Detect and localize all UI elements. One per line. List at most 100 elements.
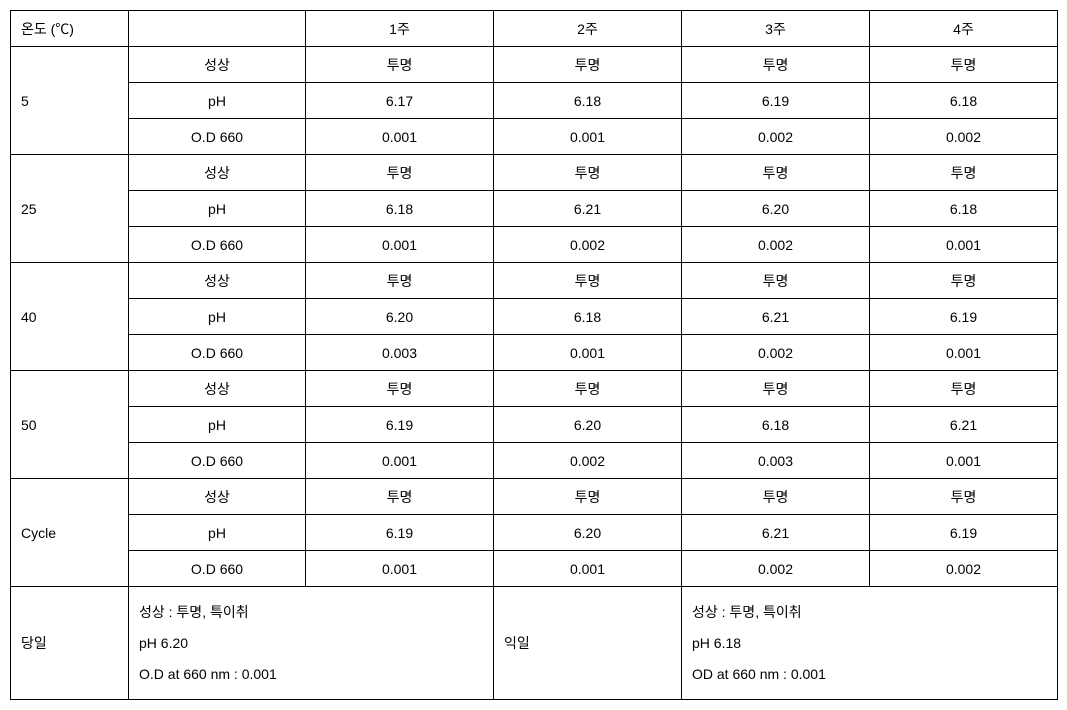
temp25-od-w3: 0.002 [682,227,870,263]
cycle-ph-w1: 6.19 [306,515,494,551]
temp40-ph-w3: 6.21 [682,299,870,335]
header-blank [129,11,306,47]
cycle-property-w2: 투명 [494,479,682,515]
temp40-od-w3: 0.002 [682,335,870,371]
temp25-ph-w2: 6.21 [494,191,682,227]
temp25-ph-w3: 6.20 [682,191,870,227]
header-week1: 1주 [306,11,494,47]
row-temp50-ph: pH 6.19 6.20 6.18 6.21 [11,407,1058,443]
temp50-property-w3: 투명 [682,371,870,407]
row-temp40-ph: pH 6.20 6.18 6.21 6.19 [11,299,1058,335]
row-temp25-ph: pH 6.18 6.21 6.20 6.18 [11,191,1058,227]
temp50-od-w1: 0.001 [306,443,494,479]
cycle-property-name: 성상 [129,479,306,515]
bottom-right-line2: pH 6.18 [692,628,1047,659]
temp50-od-w4: 0.001 [870,443,1058,479]
temp25-ph-w1: 6.18 [306,191,494,227]
header-temp: 온도 (℃) [11,11,129,47]
header-week4: 4주 [870,11,1058,47]
temp40-od-name: O.D 660 [129,335,306,371]
temp25-od-name: O.D 660 [129,227,306,263]
temp5-property-name: 성상 [129,47,306,83]
bottom-left-line1: 성상 : 투명, 특이취 [139,597,483,628]
temp40-property-w4: 투명 [870,263,1058,299]
temp5-label: 5 [11,47,129,155]
temp50-property-name: 성상 [129,371,306,407]
cycle-label: Cycle [11,479,129,587]
temp5-od-name: O.D 660 [129,119,306,155]
temp50-ph-w3: 6.18 [682,407,870,443]
temp40-ph-w4: 6.19 [870,299,1058,335]
temp5-od-w1: 0.001 [306,119,494,155]
header-week3: 3주 [682,11,870,47]
temp50-ph-w4: 6.21 [870,407,1058,443]
cycle-od-w4: 0.002 [870,551,1058,587]
row-temp5-od: O.D 660 0.001 0.001 0.002 0.002 [11,119,1058,155]
temp50-ph-w1: 6.19 [306,407,494,443]
temp40-od-w2: 0.001 [494,335,682,371]
temp40-od-w4: 0.001 [870,335,1058,371]
temp5-od-w3: 0.002 [682,119,870,155]
temp25-property-w1: 투명 [306,155,494,191]
cycle-ph-name: pH [129,515,306,551]
row-temp40-property: 40 성상 투명 투명 투명 투명 [11,263,1058,299]
row-temp50-property: 50 성상 투명 투명 투명 투명 [11,371,1058,407]
bottom-left-line2: pH 6.20 [139,628,483,659]
cycle-ph-w4: 6.19 [870,515,1058,551]
cycle-property-w1: 투명 [306,479,494,515]
temp25-label: 25 [11,155,129,263]
temp25-ph-name: pH [129,191,306,227]
row-temp40-od: O.D 660 0.003 0.001 0.002 0.001 [11,335,1058,371]
temp40-property-w2: 투명 [494,263,682,299]
bottom-left-line3: O.D at 660 nm : 0.001 [139,659,483,690]
bottom-day-label: 당일 [11,587,129,700]
temp25-od-w4: 0.001 [870,227,1058,263]
header-row: 온도 (℃) 1주 2주 3주 4주 [11,11,1058,47]
bottom-left-block: 성상 : 투명, 특이취 pH 6.20 O.D at 660 nm : 0.0… [129,587,494,700]
temp50-property-w2: 투명 [494,371,682,407]
row-cycle-ph: pH 6.19 6.20 6.21 6.19 [11,515,1058,551]
cycle-property-w3: 투명 [682,479,870,515]
temp25-property-w2: 투명 [494,155,682,191]
temp5-property-w1: 투명 [306,47,494,83]
row-temp25-property: 25 성상 투명 투명 투명 투명 [11,155,1058,191]
temp5-ph-w1: 6.17 [306,83,494,119]
bottom-right-line3: OD at 660 nm : 0.001 [692,659,1047,690]
temp25-ph-w4: 6.18 [870,191,1058,227]
cycle-ph-w3: 6.21 [682,515,870,551]
temp25-property-w4: 투명 [870,155,1058,191]
temp50-od-w2: 0.002 [494,443,682,479]
cycle-od-name: O.D 660 [129,551,306,587]
row-cycle-property: Cycle 성상 투명 투명 투명 투명 [11,479,1058,515]
temp40-property-name: 성상 [129,263,306,299]
temp25-property-w3: 투명 [682,155,870,191]
temp50-od-name: O.D 660 [129,443,306,479]
cycle-od-w1: 0.001 [306,551,494,587]
temp40-property-w3: 투명 [682,263,870,299]
temp5-ph-w4: 6.18 [870,83,1058,119]
bottom-right-line1: 성상 : 투명, 특이취 [692,597,1047,628]
temp5-ph-name: pH [129,83,306,119]
temp25-od-w1: 0.001 [306,227,494,263]
row-bottom: 당일 성상 : 투명, 특이취 pH 6.20 O.D at 660 nm : … [11,587,1058,700]
temp50-od-w3: 0.003 [682,443,870,479]
temp40-property-w1: 투명 [306,263,494,299]
temp40-ph-w2: 6.18 [494,299,682,335]
stability-table: 온도 (℃) 1주 2주 3주 4주 5 성상 투명 투명 투명 투명 pH 6… [10,10,1058,700]
row-temp25-od: O.D 660 0.001 0.002 0.002 0.001 [11,227,1058,263]
row-cycle-od: O.D 660 0.001 0.001 0.002 0.002 [11,551,1058,587]
temp50-property-w4: 투명 [870,371,1058,407]
temp5-od-w4: 0.002 [870,119,1058,155]
bottom-right-block: 성상 : 투명, 특이취 pH 6.18 OD at 660 nm : 0.00… [682,587,1058,700]
bottom-nextday-label: 익일 [494,587,682,700]
cycle-ph-w2: 6.20 [494,515,682,551]
temp40-ph-name: pH [129,299,306,335]
row-temp5-ph: pH 6.17 6.18 6.19 6.18 [11,83,1058,119]
header-week2: 2주 [494,11,682,47]
temp40-od-w1: 0.003 [306,335,494,371]
cycle-property-w4: 투명 [870,479,1058,515]
temp50-label: 50 [11,371,129,479]
temp5-property-w4: 투명 [870,47,1058,83]
temp25-od-w2: 0.002 [494,227,682,263]
temp50-property-w1: 투명 [306,371,494,407]
